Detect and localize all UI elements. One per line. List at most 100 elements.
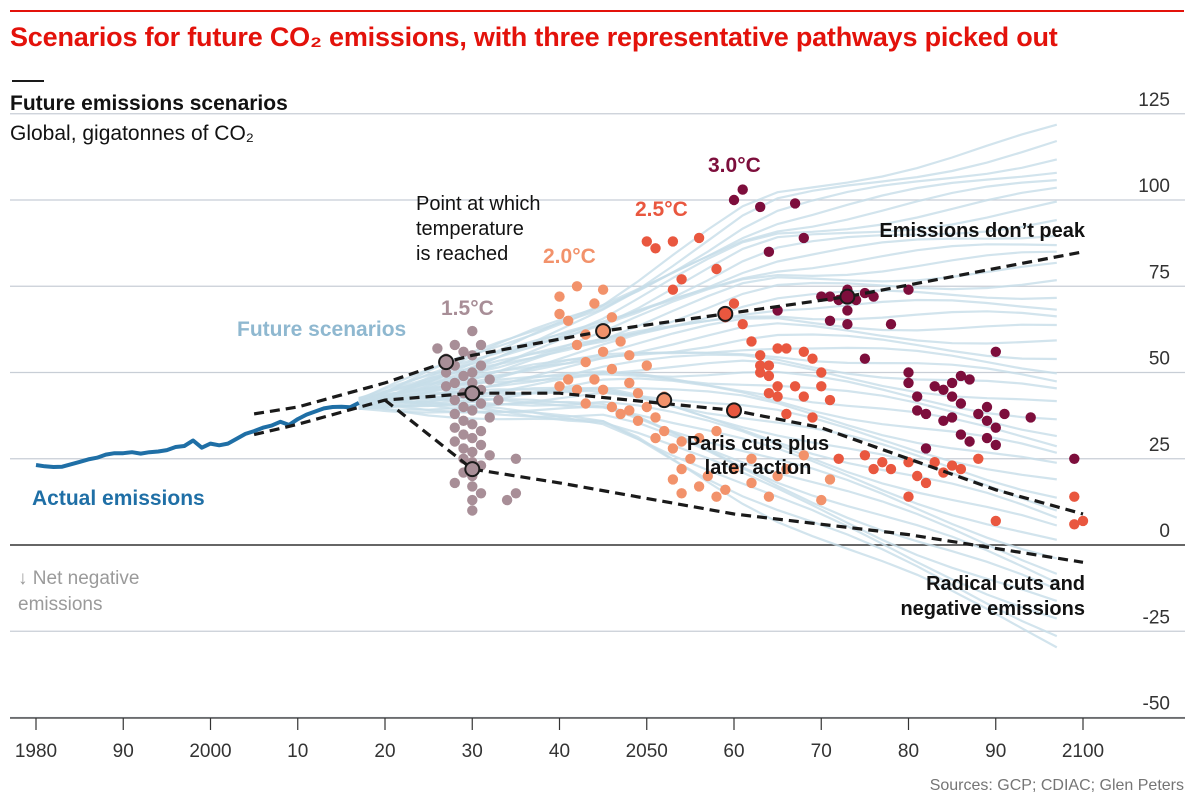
point-reached-label: is reached <box>416 243 508 265</box>
y-tick-label: -25 <box>1143 607 1170 628</box>
actual-emissions-label: Actual emissions <box>32 487 205 510</box>
dot-t20 <box>615 336 626 347</box>
dot-t15 <box>467 367 478 378</box>
label-2-5c: 2.5°C <box>635 198 688 221</box>
x-tick-label: 90 <box>985 741 1006 762</box>
dot-t30 <box>842 319 853 330</box>
dot-t25 <box>676 274 687 285</box>
y-tick-label: 125 <box>1138 90 1170 111</box>
dot-t30 <box>920 443 932 454</box>
dot-t30 <box>955 370 967 382</box>
pathway-marker <box>438 354 455 371</box>
scenario-line <box>358 171 1057 407</box>
dot-t20 <box>746 477 757 489</box>
dot-t25 <box>833 453 844 464</box>
dot-t25 <box>763 388 775 399</box>
dot-t30 <box>824 315 836 326</box>
scenario-line <box>358 396 1058 591</box>
dot-t30 <box>920 408 932 420</box>
dot-t15 <box>510 488 522 499</box>
y-tick-label: 100 <box>1138 176 1170 197</box>
dot-t15 <box>449 477 460 489</box>
dot-t20 <box>824 474 836 485</box>
x-tick-label: 80 <box>898 741 919 762</box>
dot-t30 <box>990 346 1001 357</box>
pathway-marker <box>595 323 612 340</box>
dot-t15 <box>449 436 460 447</box>
dot-t20 <box>667 474 679 485</box>
grid-lines: -50 -25 0 25 50 75 100 125 <box>10 90 1185 719</box>
dot-t25 <box>807 353 818 364</box>
dot-t30 <box>728 194 740 206</box>
dot-t20 <box>554 381 565 392</box>
dot-t20 <box>615 408 626 420</box>
dot-t25 <box>781 343 792 354</box>
dot-t25 <box>746 336 757 347</box>
dot-t15 <box>475 398 487 409</box>
dot-t20 <box>728 463 740 475</box>
dot-t20 <box>763 491 775 502</box>
x-tick-label: 60 <box>723 741 744 762</box>
dot-t20 <box>693 481 705 492</box>
dot-t30 <box>929 381 940 392</box>
pathway-marker <box>726 402 742 419</box>
dot-t25 <box>903 457 914 468</box>
x-tick-label: 2050 <box>626 741 668 762</box>
dot-t30 <box>903 367 914 378</box>
pathway-marker <box>839 288 856 305</box>
dot-t30 <box>964 436 975 447</box>
dot-t20 <box>624 350 635 361</box>
dot-t30 <box>842 305 853 316</box>
dot-t20 <box>659 425 670 437</box>
scenario-line <box>358 402 1058 649</box>
chart-units: Global, gigatonnes of CO₂ <box>10 122 254 145</box>
y-tick-label: 75 <box>1149 262 1170 283</box>
dont-peak-label: Emissions don’t peak <box>879 220 1085 242</box>
dot-t15 <box>475 360 487 371</box>
dot-t15 <box>458 401 469 413</box>
dot-t30 <box>737 184 748 195</box>
dot-t20 <box>589 374 600 385</box>
dot-t25 <box>1069 491 1080 502</box>
dot-t15 <box>458 443 469 454</box>
dot-t20 <box>676 463 687 475</box>
dot-t20 <box>650 432 661 444</box>
scenario-line <box>358 400 1058 584</box>
dot-t25 <box>693 232 705 244</box>
dot-t20 <box>563 315 574 326</box>
dot-t15 <box>501 494 513 506</box>
dot-t15 <box>484 374 495 385</box>
x-tick-label: 40 <box>549 741 570 762</box>
dot-t30 <box>981 415 993 426</box>
dot-t15 <box>467 494 478 506</box>
dot-t20 <box>772 470 783 482</box>
future-scenarios-label: Future scenarios <box>237 318 406 341</box>
dot-t30 <box>981 432 993 444</box>
dot-t20 <box>597 346 609 357</box>
dot-t20 <box>720 484 731 495</box>
dot-t30 <box>903 377 914 389</box>
dot-t15 <box>475 425 487 437</box>
dot-t30 <box>859 353 871 364</box>
radical-cuts-label: Radical cuts and <box>926 573 1085 595</box>
y-tick-label: 50 <box>1149 349 1170 370</box>
pathway-marker <box>717 305 734 322</box>
dot-t20 <box>606 401 618 413</box>
dot-t20 <box>571 339 583 351</box>
dot-t30 <box>885 319 897 330</box>
dot-t30 <box>868 291 879 302</box>
dot-t25 <box>711 263 722 275</box>
dot-t30 <box>798 232 809 244</box>
actual-emissions-line <box>35 401 360 469</box>
dot-t25 <box>650 243 661 254</box>
dot-t15 <box>449 377 460 389</box>
dot-t25 <box>973 453 984 464</box>
dot-t15 <box>449 394 460 406</box>
dot-t20 <box>597 384 609 395</box>
dot-t25 <box>737 319 748 330</box>
dot-t20 <box>641 401 652 413</box>
point-reached-label: Point at which <box>416 193 541 215</box>
dot-t25 <box>772 391 783 402</box>
dot-t30 <box>990 439 1001 451</box>
dot-t15 <box>467 446 478 458</box>
